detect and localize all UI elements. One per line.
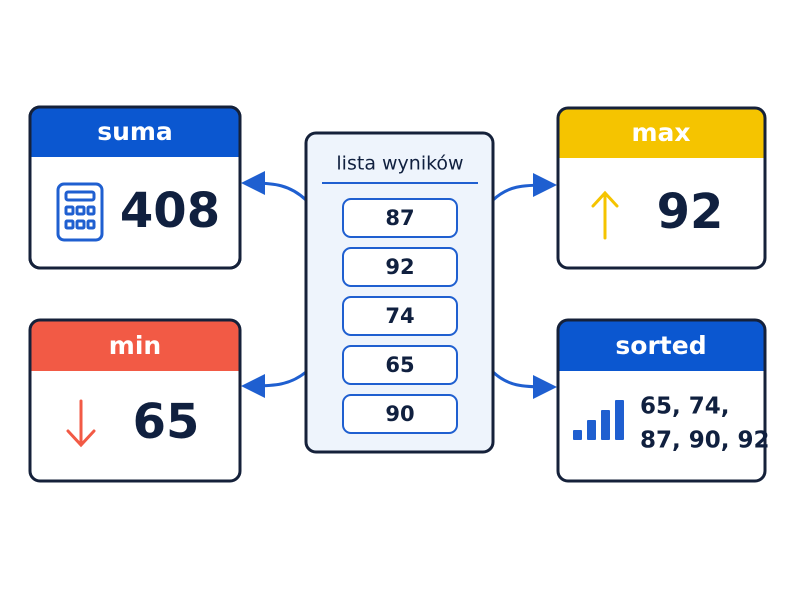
- card: [556, 106, 767, 270]
- list-item: [342, 198, 458, 238]
- card: [28, 318, 242, 483]
- arrow: [491, 173, 557, 202]
- sorted-line: 87, 90, 92: [640, 428, 770, 454]
- card-value: 408: [120, 183, 220, 239]
- list-title: lista wyników: [336, 153, 463, 175]
- calculator-icon: [56, 182, 104, 242]
- down-arrow-icon: [66, 399, 96, 448]
- list-item: [342, 394, 458, 434]
- card-header: [558, 320, 765, 371]
- list-item-text: 74: [385, 304, 414, 328]
- arrow: [241, 171, 308, 202]
- card-value: 65: [133, 394, 200, 450]
- bar-chart-icon: [573, 400, 624, 440]
- arrow: [241, 370, 307, 398]
- list-item-text: 90: [385, 402, 414, 426]
- card-header: [30, 107, 240, 157]
- card: [556, 318, 767, 483]
- card-title: suma: [97, 117, 173, 146]
- list-item-text: 92: [385, 255, 414, 279]
- list-item: [342, 345, 458, 385]
- card-header: [30, 320, 240, 371]
- card-header: [558, 108, 765, 158]
- list-item-text: 65: [385, 353, 414, 377]
- list-item: [342, 296, 458, 336]
- list-item: [342, 247, 458, 287]
- list-item-text: 87: [385, 206, 414, 230]
- card-title: max: [631, 118, 690, 147]
- card-title: min: [109, 331, 161, 360]
- card-title: sorted: [615, 331, 706, 360]
- card-value: 92: [657, 184, 724, 240]
- sorted-line: 65, 74,: [640, 394, 730, 420]
- up-arrow-icon: [591, 190, 619, 240]
- arrow: [491, 370, 557, 399]
